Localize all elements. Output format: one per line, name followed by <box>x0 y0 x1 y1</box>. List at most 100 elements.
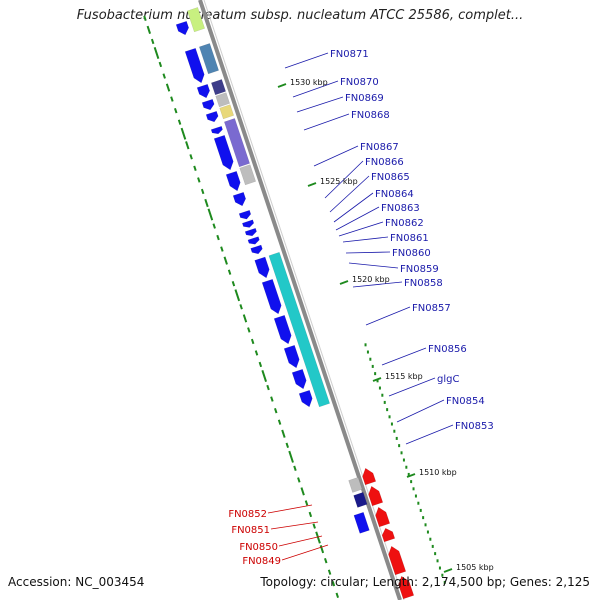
callout-line <box>324 160 364 199</box>
function-class-block[interactable] <box>219 104 235 120</box>
gene-label-fn0851[interactable]: FN0851 <box>231 525 270 536</box>
kbp-label: 1505 kbp <box>456 563 494 572</box>
function-class-block[interactable] <box>223 118 251 168</box>
gene-label-fn0866[interactable]: FN0866 <box>365 157 404 168</box>
gene-label-fn0858[interactable]: FN0858 <box>404 278 443 289</box>
gc-tick <box>153 46 160 59</box>
gene-label-fn0853[interactable]: FN0853 <box>455 421 494 432</box>
kbp-label: 1525 kbp <box>320 177 358 186</box>
gc-tick <box>239 304 243 310</box>
forward-gene-block[interactable] <box>241 219 255 228</box>
gc-skew-track <box>143 15 340 598</box>
gc-dot <box>424 523 427 527</box>
forward-gene-block[interactable] <box>353 511 370 534</box>
gc-tick <box>293 465 297 472</box>
forward-gene-block[interactable] <box>175 20 189 36</box>
forward-gene-block[interactable] <box>184 47 205 84</box>
gene-label-fn0864[interactable]: FN0864 <box>375 189 414 200</box>
gc-tick <box>170 96 174 102</box>
callout-line <box>278 535 323 547</box>
forward-gene-block[interactable] <box>250 244 263 255</box>
gene-label-fn0863[interactable]: FN0863 <box>381 203 420 214</box>
reverse-gene-block[interactable] <box>398 575 415 600</box>
callout-line <box>396 399 445 423</box>
gene-label-fn0868[interactable]: FN0868 <box>351 110 390 121</box>
gc-tick <box>207 208 214 221</box>
gene-label-fn0870[interactable]: FN0870 <box>340 77 379 88</box>
gc-dot <box>434 552 437 556</box>
forward-gene-block[interactable] <box>232 191 246 207</box>
kbp-tick <box>443 568 453 573</box>
gene-label-fn0861[interactable]: FN0861 <box>390 233 429 244</box>
gc-dot <box>407 472 410 476</box>
forward-gene-block[interactable] <box>205 110 219 123</box>
forward-gene-block[interactable] <box>273 314 292 345</box>
kbp-tick <box>339 280 349 285</box>
gene-label-glgc[interactable]: glgC <box>437 374 459 385</box>
forward-gene-block[interactable] <box>261 278 282 315</box>
gene-label-fn0856[interactable]: FN0856 <box>428 344 467 355</box>
function-class-block[interactable] <box>353 491 368 508</box>
kbp-tick <box>277 83 287 88</box>
forward-gene-block[interactable] <box>201 98 215 111</box>
gc-tick <box>247 327 251 333</box>
forward-gene-block[interactable] <box>291 368 307 390</box>
forward-gene-block[interactable] <box>254 256 270 279</box>
function-class-block[interactable] <box>348 476 363 493</box>
kbp-scale: 1530 kbp 1525 kbp 1520 kbp 1515 kbp 1510 kbp… <box>277 78 494 573</box>
kbp-label: 1530 kbp <box>290 78 328 87</box>
reverse-gene-block[interactable] <box>381 527 396 543</box>
function-class-block[interactable] <box>268 251 331 408</box>
gc-tick <box>300 487 305 496</box>
gene-label-fn0849[interactable]: FN0849 <box>242 556 281 567</box>
reverse-gene-block[interactable] <box>375 506 391 528</box>
gene-label-fn0865[interactable]: FN0865 <box>371 172 410 183</box>
forward-gene-block[interactable] <box>298 389 313 408</box>
gene-label-fn0859[interactable]: FN0859 <box>400 264 439 275</box>
reverse-gene-block[interactable] <box>388 545 407 576</box>
function-class-block[interactable] <box>239 164 257 186</box>
gc-tick <box>185 141 190 150</box>
callout-line <box>352 281 403 288</box>
forward-gene-block[interactable] <box>225 170 241 192</box>
gene-label-fn0862[interactable]: FN0862 <box>385 218 424 229</box>
gene-label-fn0867[interactable]: FN0867 <box>360 142 399 153</box>
gc-dot <box>438 566 441 570</box>
reverse-gene-block[interactable] <box>368 485 384 507</box>
gc-dot <box>443 580 446 584</box>
gc-tick <box>174 107 178 114</box>
gene-label-fn0869[interactable]: FN0869 <box>345 93 384 104</box>
forward-gene-block[interactable] <box>244 227 257 237</box>
forward-gene-block[interactable] <box>283 344 300 369</box>
gc-tick <box>165 83 171 92</box>
gc-tick <box>327 569 332 575</box>
callout-line <box>381 347 427 366</box>
function-class-block[interactable] <box>198 43 220 75</box>
reverse-gene-block[interactable] <box>362 467 377 486</box>
function-class-block[interactable] <box>210 79 227 96</box>
callout-line <box>267 504 313 514</box>
gene-label-fn0871[interactable]: FN0871 <box>330 49 369 60</box>
callout-line <box>333 192 374 223</box>
gc-tick <box>285 442 290 448</box>
gc-tick <box>242 314 248 323</box>
gc-dot <box>364 343 367 347</box>
function-class-block[interactable] <box>186 7 206 33</box>
gene-label-fn0857[interactable]: FN0857 <box>412 303 451 314</box>
forward-gene-block[interactable] <box>210 125 223 135</box>
gc-dot <box>398 444 401 448</box>
gc-tick <box>143 15 147 22</box>
gene-label-fn0852[interactable]: FN0852 <box>228 509 267 520</box>
forward-gene-block[interactable] <box>238 209 252 220</box>
gc-tick <box>324 557 328 564</box>
gc-dot <box>386 408 389 412</box>
gene-label-fn0854[interactable]: FN0854 <box>446 396 485 407</box>
gene-label-fn0850[interactable]: FN0850 <box>239 542 278 553</box>
forward-gene-block[interactable] <box>247 236 260 245</box>
gene-label-fn0860[interactable]: FN0860 <box>392 248 431 259</box>
forward-gene-block[interactable] <box>196 83 210 99</box>
function-class-block[interactable] <box>215 92 231 108</box>
gc-tick <box>223 256 228 265</box>
gc-tick <box>270 396 274 402</box>
forward-gene-block[interactable] <box>213 134 234 171</box>
